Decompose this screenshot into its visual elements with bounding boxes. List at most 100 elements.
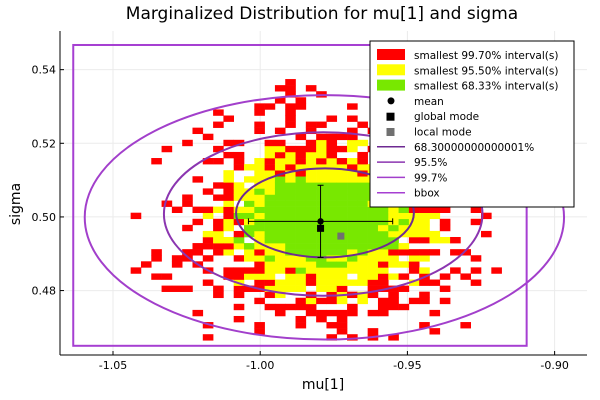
heatmap-cell [305,121,317,128]
heatmap-cell [264,261,276,268]
heatmap-cell [347,224,358,232]
heatmap-cell [398,249,410,256]
heatmap-cell [481,230,492,238]
heatmap-cell [408,249,420,256]
heatmap-cell [377,218,389,226]
heatmap-cell [408,279,420,286]
heatmap-cell [367,243,379,250]
heatmap-cell [450,236,461,244]
heatmap-cell [254,158,265,165]
heatmap-cell [388,261,399,268]
heatmap-cell [398,206,410,213]
heatmap-cell [336,267,348,274]
heatmap-cell [398,285,410,292]
heatmap-cell [285,158,296,165]
heatmap-cell [347,309,358,317]
heatmap-cell [357,200,368,207]
ellipse-99.7% [83,94,566,341]
heatmap-cell [316,261,327,268]
heatmap-cell [182,224,193,232]
heatmap-cell [419,255,430,262]
heatmap-cell [244,267,255,274]
heatmap-cell [213,182,224,189]
heatmap-cell [326,170,338,177]
heatmap-cell [295,170,307,177]
heatmap-cell [285,176,296,183]
heatmap-cell [254,109,265,116]
heatmap-cell [326,322,338,329]
heatmap-cell [244,200,255,207]
heatmap-cell [171,206,183,213]
heatmap-cell [367,267,379,274]
heatmap-cell [244,194,255,201]
heatmap-cell [233,315,245,323]
heatmap-cell [182,139,193,147]
heatmap-cell [295,279,307,286]
heatmap-cell [254,328,265,335]
legend-marker [386,112,395,121]
heatmap-cell [151,255,162,262]
heatmap-cell [285,145,296,153]
heatmap-cell [254,279,265,286]
heatmap-cell [274,145,286,153]
heatmap-cell [202,212,214,220]
heatmap-cell [233,285,245,292]
heatmap-cell [223,170,235,177]
heatmap-cell [326,255,338,262]
heatmap-cell [295,206,307,213]
heatmap-cell [305,170,317,177]
heatmap-cell [429,230,441,238]
heatmap-cell [316,133,327,141]
heatmap-cell [264,218,276,226]
heatmap-cell [357,164,368,171]
heatmap-cell [347,145,358,153]
heatmap-cell [305,255,317,262]
heatmap-cell [347,127,358,135]
heatmap-cell [223,200,235,207]
heatmap-cell [264,267,276,274]
heatmap-cell [357,243,368,250]
heatmap-cell [357,297,368,305]
chart-title: Marginalized Distribution for mu[1] and … [126,4,518,24]
heatmap-cell [357,255,368,262]
heatmap-cell [388,206,399,213]
heatmap-cell [388,255,399,262]
heatmap-cell [347,115,358,122]
heatmap-cell [377,236,389,244]
heatmap-cell [295,315,307,323]
heatmap-cell [439,224,451,232]
heatmap-cell [367,261,379,268]
heatmap-cell [347,103,358,110]
heatmap-cell [326,285,338,292]
heatmap-cell [470,206,482,213]
heatmap-cell [295,249,307,256]
heatmap-cell [439,236,451,244]
heatmap-cell [388,212,399,220]
heatmap-cell [213,243,224,250]
heatmap-cell [408,297,420,305]
heatmap-cell [274,158,286,165]
heatmap-cell [244,285,255,292]
heatmap-cell [285,224,296,232]
legend-label: global mode [414,111,479,123]
heatmap-cell [254,206,265,213]
heatmap-cell [326,212,338,220]
heatmap-cell [439,206,451,213]
heatmap-cell [367,285,379,292]
heatmap-cell [347,212,358,220]
heatmap-cell [316,145,327,153]
heatmap-cell [316,230,327,238]
heatmap-cell [233,291,245,299]
heatmap-cell [285,121,296,128]
heatmap-cell [295,243,307,250]
heatmap-cell [326,176,338,183]
heatmap-cell [316,297,327,305]
heatmap-cell [244,224,255,232]
heatmap-cell [305,200,317,207]
heatmap-cell [439,297,451,305]
heatmap-cell [264,273,276,280]
heatmap-cell [254,267,265,274]
heatmap-cell [429,212,441,220]
heatmap-cell [326,200,338,207]
heatmap-cell [326,151,338,159]
